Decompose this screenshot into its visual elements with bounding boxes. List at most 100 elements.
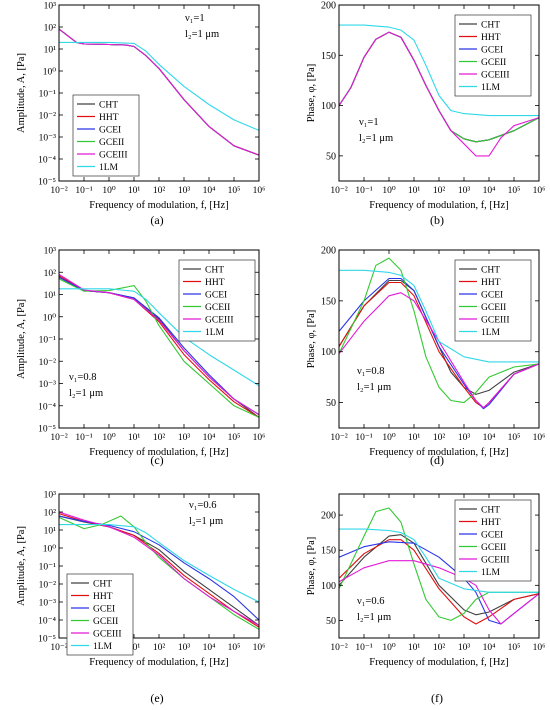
series-group: [59, 273, 259, 418]
chart-panel: 10⁻² 10⁻¹ 10⁰ 10¹ 10² 10³ 10⁴ 10⁵ 10⁶ 50 100 150 200…: [306, 493, 545, 705]
y-tick-label: 10⁻²: [39, 581, 57, 591]
legend-label: HHT: [93, 592, 113, 602]
legend-label: CHT: [481, 21, 500, 31]
legend-box: [72, 94, 140, 177]
legend-label: 1LM: [99, 163, 119, 173]
y-tick-label: 10⁰: [43, 68, 57, 78]
legend: CHT HHT GCEI GCEII GCEIII 1LM: [72, 94, 140, 177]
annotation-text: l₂=1 μm: [357, 382, 391, 393]
panel-caption: (d): [430, 453, 444, 467]
x-tick-label: 10²: [153, 186, 166, 196]
x-tick-label: 10⁴: [203, 433, 217, 443]
series-line-1lm: [59, 41, 259, 131]
x-tick-label: 10⁶: [253, 186, 266, 196]
x-tick-label: 10⁻¹: [355, 643, 373, 653]
annotation-text: ν₁=0.6: [189, 500, 216, 511]
y-tick-label: 150: [321, 296, 336, 307]
x-tick-label: 10³: [458, 643, 471, 653]
legend-label: GCEI: [99, 126, 121, 136]
y-tick-label: 10⁻¹: [39, 90, 57, 100]
annotation-text: l₂=1 μm: [185, 29, 219, 40]
series-line-gceii: [339, 257, 539, 404]
legend: CHT HHT GCEI GCEII GCEIII 1LM: [454, 259, 532, 342]
x-tick-label: 10²: [433, 643, 446, 653]
series-line-1lm: [59, 524, 259, 603]
series-line-1lm: [59, 288, 259, 387]
x-axis-label: Frequency of modulation, f, [Hz]: [369, 200, 508, 211]
legend: CHT HHT GCEI GCEII GCEIII 1LM: [454, 14, 532, 97]
legend-label: 1LM: [205, 328, 225, 338]
legend-label: HHT: [481, 278, 501, 288]
x-tick-label: 10⁰: [102, 186, 116, 196]
legend-label: GCEIII: [481, 71, 510, 81]
y-tick-label: 10⁻⁴: [38, 617, 57, 627]
y-tick-label: 10¹: [44, 46, 57, 56]
y-tick-label: 150: [321, 546, 336, 557]
series-line-gceiii: [339, 31, 539, 157]
legend-label: GCEII: [481, 543, 506, 553]
y-tick-label: 50: [326, 398, 336, 409]
y-tick-label: 150: [321, 51, 336, 62]
annotation-text: ν₁=0.8: [69, 372, 96, 383]
chart-panel: 10⁻² 10⁻¹ 10⁰ 10¹ 10² 10³ 10⁴ 10⁵ 10⁶ 10⁻⁵ 10⁻⁴ 10⁻…: [16, 247, 265, 468]
y-tick-label: 100: [321, 581, 336, 592]
y-tick-label: 10²: [44, 24, 57, 34]
y-tick-label: 10⁻⁵: [38, 178, 56, 188]
series-line-gceiii: [339, 292, 539, 409]
series-line-gceiii: [59, 273, 259, 416]
series-line-gcei: [339, 277, 539, 410]
series-line-1lm: [339, 528, 539, 593]
legend-label: 1LM: [481, 83, 501, 93]
y-tick-label: 200: [321, 511, 336, 522]
panel-caption: (f): [431, 691, 443, 705]
legend-label: GCEIII: [205, 316, 234, 326]
legend: CHT HHT GCEI GCEII GCEIII 1LM: [178, 259, 256, 342]
annotation-text: ν₁=1: [185, 13, 205, 24]
legend-label: GCEI: [481, 291, 503, 301]
x-tick-label: 10⁶: [533, 433, 546, 443]
x-tick-label: 10³: [178, 186, 191, 196]
legend-box: [66, 573, 134, 656]
series-line-hht: [339, 539, 539, 625]
legend-label: CHT: [481, 266, 500, 276]
legend-box: [454, 259, 532, 342]
x-tick-label: 10⁵: [228, 643, 241, 653]
x-tick-label: 10¹: [128, 643, 141, 653]
series-line-gceii: [59, 515, 259, 630]
series-group: [339, 507, 539, 625]
y-axis-label: Amplitude, A, [Pa]: [16, 53, 27, 133]
x-tick-label: 10⁰: [382, 186, 396, 196]
x-tick-label: 10⁰: [382, 433, 396, 443]
x-tick-label: 10¹: [128, 186, 141, 196]
y-tick-label: 10⁻²: [39, 358, 57, 368]
legend-label: GCEII: [99, 138, 124, 148]
y-tick-label: 10⁻⁵: [38, 635, 56, 645]
x-axis-label: Frequency of modulation, f, [Hz]: [89, 447, 228, 458]
x-tick-label: 10³: [458, 433, 471, 443]
x-tick-label: 10⁵: [228, 186, 241, 196]
x-tick-label: 10³: [178, 433, 191, 443]
y-tick-label: 10²: [44, 509, 57, 519]
chart-panel: 10⁻² 10⁻¹ 10⁰ 10¹ 10² 10³ 10⁴ 10⁵ 10⁶ 10⁻⁵ 10⁻⁴ 10⁻…: [16, 491, 265, 706]
annotation-text: ν₁=0.6: [357, 596, 384, 607]
x-axis-label: Frequency of modulation, f, [Hz]: [369, 447, 508, 458]
y-tick-label: 10⁰: [43, 313, 57, 323]
legend-label: GCEI: [481, 531, 503, 541]
panel-caption: (a): [150, 213, 163, 227]
y-tick-label: 50: [326, 616, 336, 627]
y-tick-label: 10³: [44, 247, 57, 257]
y-tick-label: 10⁻³: [39, 380, 57, 390]
legend-label: GCEII: [481, 58, 506, 68]
legend-label: GCEI: [481, 46, 503, 56]
legend-label: CHT: [99, 101, 118, 111]
legend-label: CHT: [481, 506, 500, 516]
annotation-text: ν₁=1: [359, 117, 379, 128]
chart-panel: 10⁻² 10⁻¹ 10⁰ 10¹ 10² 10³ 10⁴ 10⁵ 10⁶ 10⁻⁵ 10⁻⁴ 10⁻…: [16, 2, 265, 228]
x-tick-label: 10⁻¹: [355, 186, 373, 196]
x-tick-label: 10²: [433, 433, 446, 443]
legend: CHT HHT GCEI GCEII GCEIII 1LM: [454, 499, 532, 582]
x-tick-label: 10¹: [408, 433, 421, 443]
x-tick-label: 10⁻¹: [75, 186, 93, 196]
legend-label: HHT: [481, 518, 501, 528]
